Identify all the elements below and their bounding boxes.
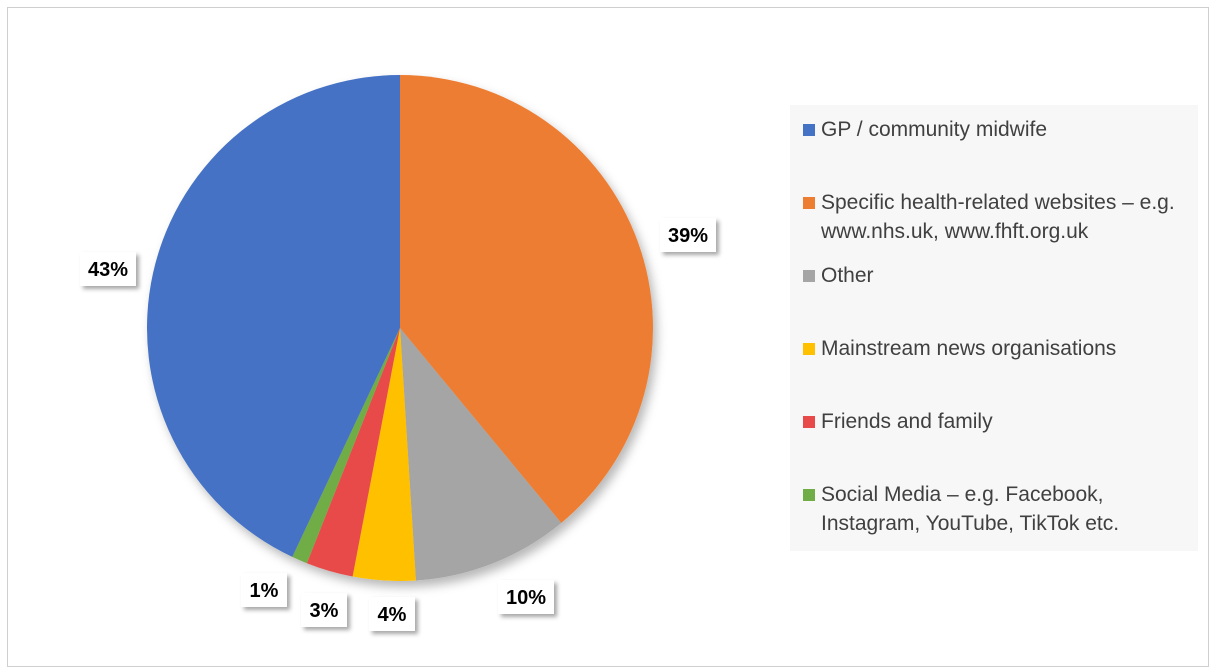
legend-item-4: Mainstream news organisations [803, 334, 1198, 407]
pie-chart: 43% 39% 10% 4% 3% 1% [80, 75, 716, 631]
data-label-box [241, 573, 287, 607]
legend-swatch [803, 343, 815, 355]
data-label-box [498, 580, 554, 614]
data-label-text: 10% [506, 587, 546, 609]
legend-swatch [803, 270, 815, 282]
legend-item-1: GP / community midwife [803, 115, 1198, 188]
data-label-box [660, 218, 716, 252]
data-label-2: 39% [660, 218, 716, 252]
data-label-box [301, 593, 347, 627]
legend-item-6: Social Media – e.g. Facebook, Instagram,… [803, 480, 1198, 560]
data-label-text: 1% [250, 580, 279, 602]
chart-legend: GP / community midwife Specific health-re… [790, 105, 1198, 551]
legend-swatch [803, 124, 815, 136]
pie-slices [147, 75, 654, 582]
data-label-box [80, 252, 136, 286]
data-label-6: 1% [241, 573, 287, 607]
legend-label: Other [821, 264, 874, 287]
legend-label: Mainstream news organisations [821, 337, 1117, 360]
data-label-4: 4% [369, 597, 415, 631]
data-label-text: 43% [88, 259, 128, 281]
legend-item-2: Specific health-related websites – e.g. … [803, 188, 1198, 261]
legend-swatch [803, 489, 815, 501]
pie-slice-2 [400, 75, 654, 523]
legend-swatch [803, 416, 815, 428]
data-label-text: 39% [668, 225, 708, 247]
legend-label: GP / community midwife [821, 118, 1048, 141]
legend-item-5: Friends and family [803, 407, 1198, 480]
data-label-5: 3% [301, 593, 347, 627]
data-label-1: 43% [80, 252, 136, 286]
legend-label: Friends and family [821, 410, 993, 433]
data-label-3: 10% [498, 580, 554, 614]
pie-slice-5 [306, 328, 400, 577]
data-label-text: 4% [378, 604, 407, 626]
data-label-box [369, 597, 415, 631]
legend-item-3: Other [803, 261, 1198, 334]
legend-label: Specific health-related websites – e.g. … [821, 191, 1175, 243]
pie-slice-4 [352, 328, 416, 582]
legend-label: Social Media – e.g. Facebook, Instagram,… [821, 483, 1120, 535]
pie-slice-6 [292, 328, 400, 564]
pie-slice-3 [400, 328, 562, 581]
data-label-text: 3% [310, 600, 339, 622]
pie-data-labels: 43% 39% 10% 4% 3% 1% [80, 218, 716, 631]
legend-swatch [803, 197, 815, 209]
pie-slice-1 [147, 75, 400, 557]
